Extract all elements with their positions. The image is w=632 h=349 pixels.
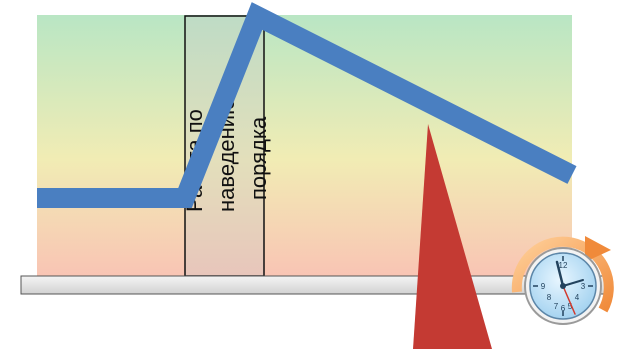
svg-text:3: 3 xyxy=(581,282,586,291)
refresh-arrow-head-icon xyxy=(585,236,611,262)
svg-text:9: 9 xyxy=(541,282,546,291)
gradient-background xyxy=(37,15,572,277)
clock-icon: 12 3 6 9 8 4 5 7 xyxy=(511,236,614,325)
box-label-line-3: порядка xyxy=(246,116,271,200)
svg-text:5: 5 xyxy=(568,302,573,311)
refresh-arrow-icon xyxy=(511,236,614,313)
svg-text:8: 8 xyxy=(547,293,552,302)
svg-text:4: 4 xyxy=(575,293,580,302)
svg-text:12: 12 xyxy=(559,261,568,270)
svg-text:6: 6 xyxy=(561,304,566,313)
red-spike xyxy=(413,124,492,349)
trend-line xyxy=(37,2,577,208)
svg-text:7: 7 xyxy=(554,302,559,311)
